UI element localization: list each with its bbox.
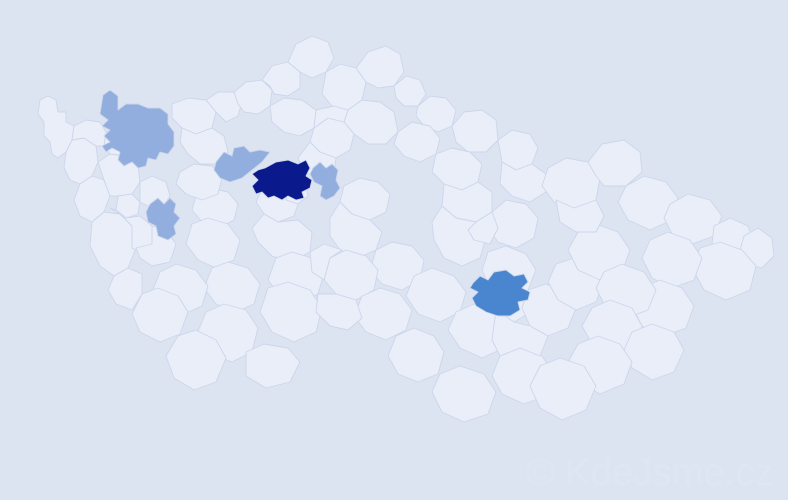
district-jihlava[interactable]	[353, 287, 413, 341]
district-highlight-rakovnik[interactable]	[145, 197, 181, 241]
district-jablonec[interactable]	[393, 75, 427, 107]
district-filler-sw-bohemia[interactable]	[107, 267, 143, 311]
district-highlight-praha-vychod[interactable]	[251, 159, 313, 201]
district-filler-ne-bohemia[interactable]	[467, 211, 499, 245]
district-benesov[interactable]	[251, 213, 313, 263]
district-most[interactable]	[205, 91, 243, 123]
district-pelhrimov[interactable]	[323, 249, 379, 301]
district-cesky-krumlov[interactable]	[165, 329, 227, 391]
district-decin[interactable]	[287, 35, 335, 79]
district-znojmo[interactable]	[431, 365, 497, 423]
district-liberec[interactable]	[355, 45, 405, 89]
district-trutnov[interactable]	[451, 109, 499, 153]
district-chrudim[interactable]	[431, 205, 487, 267]
district-filler-south-bohemia[interactable]	[245, 343, 301, 389]
district-highlight-svitavy[interactable]	[469, 269, 531, 317]
district-hodonin[interactable]	[529, 357, 597, 421]
district-filler-north-central[interactable]	[299, 105, 349, 137]
district-pisek[interactable]	[203, 261, 261, 313]
district-usti-nad-labem[interactable]	[261, 61, 301, 97]
district-trebic[interactable]	[387, 327, 445, 383]
district-filler-central-moravia[interactable]	[491, 309, 549, 357]
district-filler-central-bohemia[interactable]	[309, 243, 343, 281]
district-highlight-kladno[interactable]	[213, 145, 271, 183]
base-district-layer	[37, 35, 775, 423]
district-rychnov[interactable]	[499, 161, 547, 203]
highlighted-district-layer	[99, 89, 531, 317]
district-highlight-nymburk[interactable]	[309, 161, 341, 201]
district-filler-south-central[interactable]	[315, 293, 363, 331]
district-rakovnik-base[interactable]	[175, 163, 223, 201]
district-filler-east-moravia[interactable]	[555, 199, 605, 233]
district-jindrichuv-hradec[interactable]	[259, 281, 323, 343]
district-kutna-hora[interactable]	[329, 201, 383, 259]
district-jesenik[interactable]	[587, 139, 643, 187]
district-prachatice[interactable]	[131, 287, 189, 343]
district-highlight-karlovy-vary[interactable]	[99, 89, 175, 169]
district-klatovy[interactable]	[89, 211, 137, 277]
district-pribram[interactable]	[185, 217, 241, 269]
district-novy-jicin[interactable]	[641, 231, 703, 289]
